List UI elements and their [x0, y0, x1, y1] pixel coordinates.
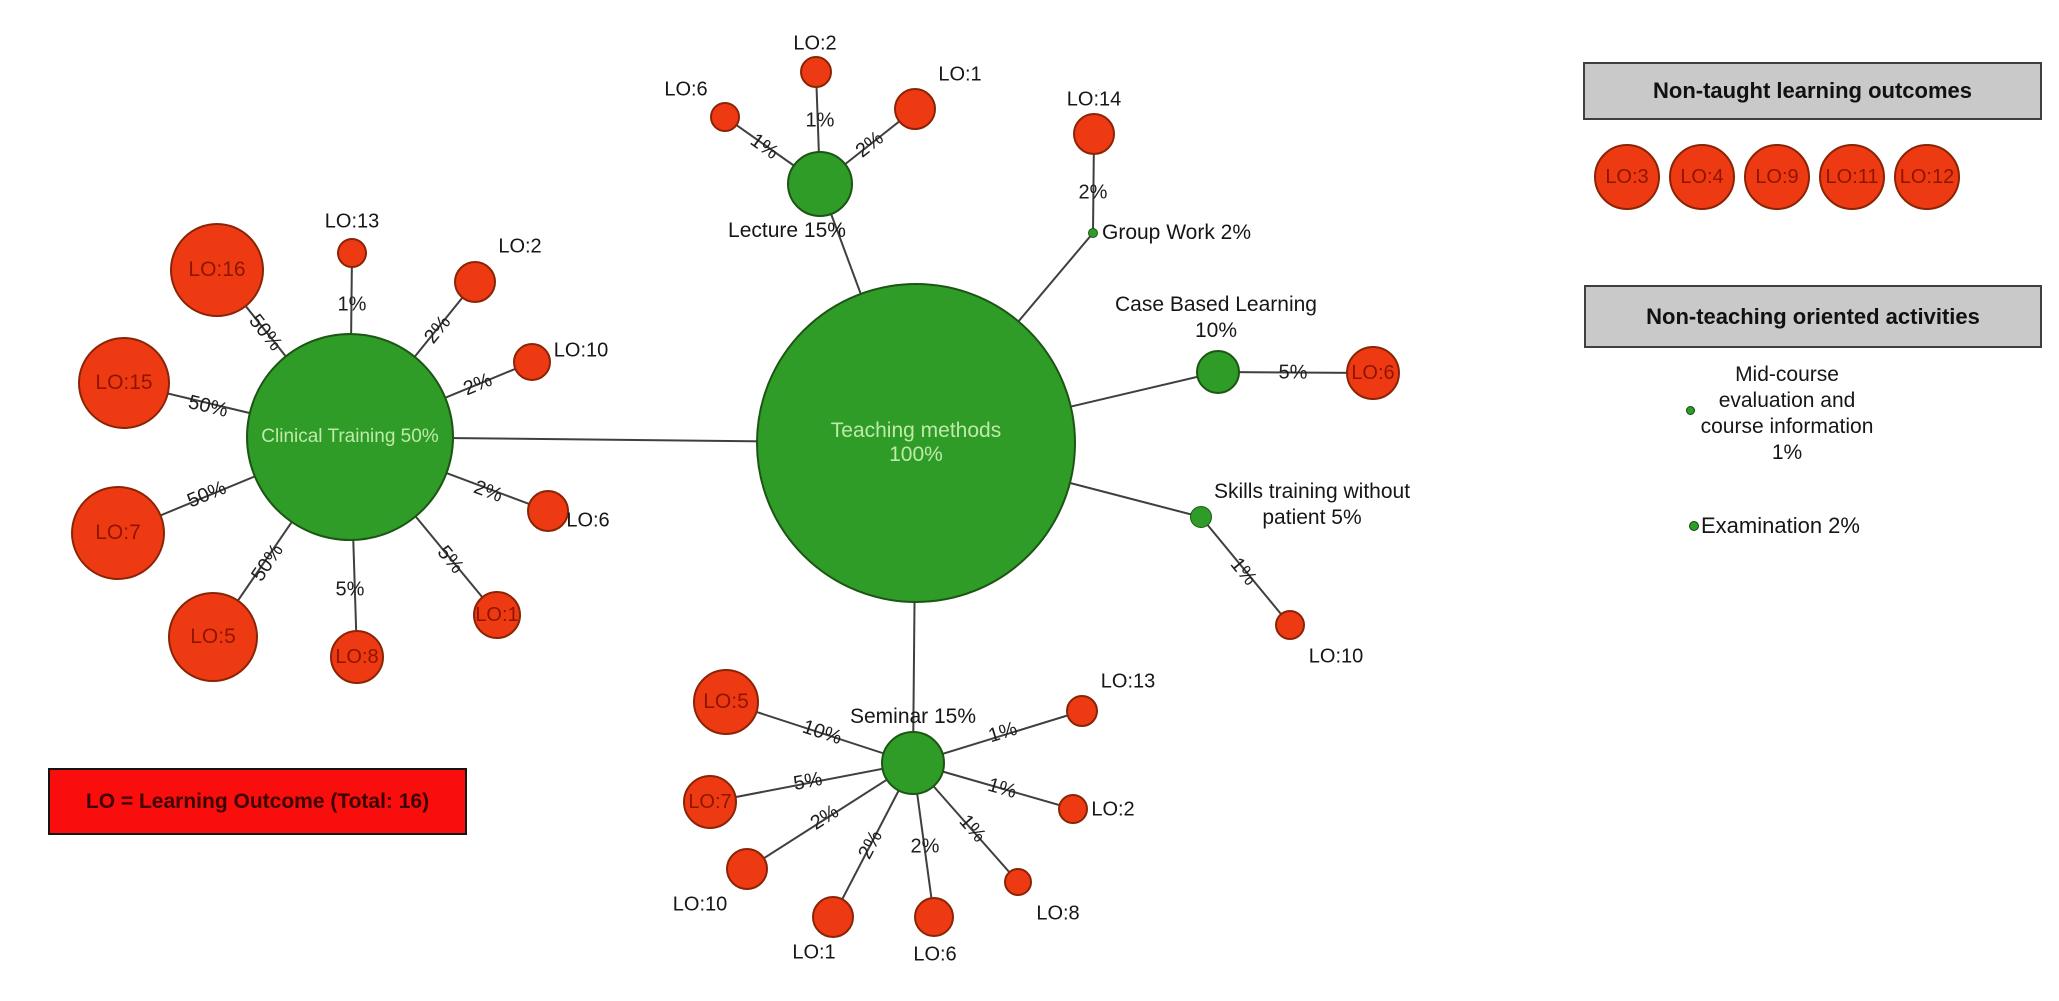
node-se_lo13	[1066, 695, 1098, 727]
node-skills	[1190, 506, 1212, 528]
node-teaching: Teaching methods 100%	[756, 283, 1076, 603]
node-l_lo1	[894, 88, 936, 130]
node-se_lo2	[1058, 794, 1088, 824]
node-c_lo7: LO:7	[71, 486, 165, 580]
node-label-se_lo1: LO:1	[792, 941, 836, 964]
node-g_lo14	[1073, 113, 1115, 155]
edge-label-clinical-c_lo8: 5%	[335, 578, 365, 601]
node-label-l_lo2: LO:2	[793, 32, 837, 55]
edge-label-groupwork-g_lo14: 2%	[1078, 181, 1108, 204]
node-se_lo5: LO:5	[693, 669, 759, 735]
node-se_lo8	[1004, 868, 1032, 896]
node-label-seminar: Seminar 15%	[849, 704, 977, 728]
node-casebased	[1196, 350, 1240, 394]
node-label-casebased: Case Based Learning 10%	[1115, 292, 1317, 342]
legend-circle-lo11: LO:11	[1819, 144, 1885, 210]
node-label-c_lo2: LO:2	[498, 235, 542, 258]
legend-non-taught-box: Non-taught learning outcomes	[1583, 62, 2042, 120]
legend-non-taught-title: Non-taught learning outcomes	[1653, 78, 1972, 103]
node-l_lo2	[800, 56, 832, 88]
node-c_lo10	[513, 343, 551, 381]
node-lecture	[787, 151, 853, 217]
node-c_lo13	[337, 238, 367, 268]
node-se_lo7: LO:7	[683, 775, 737, 829]
edge-label-seminar-se_lo6: 2%	[910, 835, 940, 858]
lo-key-label: LO = Learning Outcome (Total: 16)	[85, 789, 430, 813]
node-l_lo6	[710, 102, 740, 132]
examination-label: Examination 2%	[1701, 513, 1860, 538]
node-groupwork	[1088, 228, 1098, 238]
legend-circle-lo3: LO:3	[1594, 144, 1660, 210]
node-clinical: Clinical Training 50%	[246, 333, 454, 541]
node-label-se_lo6: LO:6	[913, 943, 957, 966]
node-label-c_lo10: LO:10	[553, 339, 609, 362]
node-label-l_lo6: LO:6	[664, 78, 708, 101]
node-label-groupwork: Group Work 2%	[1102, 220, 1251, 244]
edge-seminar-se_lo7	[709, 762, 914, 803]
node-se_lo1	[812, 896, 854, 938]
node-seminar	[881, 731, 945, 795]
node-label-l_lo1: LO:1	[938, 63, 982, 86]
node-c_lo8: LO:8	[330, 630, 384, 684]
node-label-c_lo13: LO:13	[324, 210, 380, 233]
node-s_lo10	[1275, 610, 1305, 640]
node-label-se_lo13: LO:13	[1100, 670, 1156, 693]
node-label-g_lo14: LO:14	[1066, 88, 1122, 111]
node-label-lecture: Lecture 15%	[728, 218, 846, 242]
midcourse-label: Mid-course evaluation and course informa…	[1700, 363, 1874, 464]
node-label-se_lo10: LO:10	[672, 893, 728, 916]
edge-skills-s_lo10	[1200, 516, 1291, 626]
legend-circle-lo12: LO:12	[1894, 144, 1960, 210]
legend-non-teaching-box: Non-teaching oriented activities	[1584, 285, 2042, 348]
node-se_lo6	[914, 897, 954, 937]
examination-dot-icon	[1689, 521, 1699, 531]
node-cb_lo6: LO:6	[1346, 346, 1400, 400]
node-label-s_lo10: LO:10	[1308, 645, 1364, 668]
node-se_lo10	[726, 848, 768, 890]
node-c_lo6	[527, 490, 569, 532]
node-label-se_lo2: LO:2	[1091, 798, 1135, 821]
node-c_lo1: LO:1	[473, 591, 521, 639]
node-c_lo5: LO:5	[168, 592, 258, 682]
legend-non-teaching-title: Non-teaching oriented activities	[1646, 303, 1980, 329]
node-label-skills: Skills training without patient 5%	[1213, 479, 1411, 529]
node-c_lo2	[454, 261, 496, 303]
edge-label-lecture-l_lo2: 1%	[805, 109, 835, 132]
edge-label-casebased-cb_lo6: 5%	[1278, 361, 1308, 384]
midcourse-dot-icon	[1686, 406, 1695, 415]
node-c_lo16: LO:16	[170, 223, 264, 317]
legend-circle-lo9: LO:9	[1744, 144, 1810, 210]
legend-circle-lo4: LO:4	[1669, 144, 1735, 210]
node-c_lo15: LO:15	[78, 337, 170, 429]
edge-label-clinical-c_lo13: 1%	[337, 293, 367, 316]
lo-key-box: LO = Learning Outcome (Total: 16)	[48, 768, 467, 835]
legend-non-taught-circles: LO:3 LO:4 LO:9 LO:11 LO:12	[1594, 144, 1960, 210]
node-label-se_lo8: LO:8	[1036, 902, 1080, 925]
node-label-c_lo6: LO:6	[566, 509, 610, 532]
